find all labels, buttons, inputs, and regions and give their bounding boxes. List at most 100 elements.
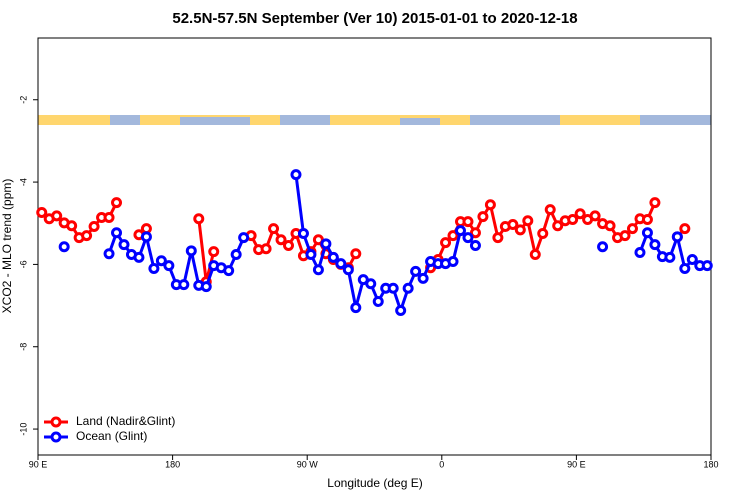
- data-point: [350, 248, 362, 260]
- data-point: [634, 246, 646, 258]
- data-point: [537, 228, 549, 240]
- y-tick-label: -10: [18, 423, 28, 436]
- data-point: [36, 207, 48, 219]
- y-tick-label: -8: [18, 343, 28, 351]
- x-tick-label: 90 E: [567, 459, 586, 469]
- data-point: [327, 251, 339, 263]
- data-point: [701, 260, 713, 272]
- y-tick-label: -4: [18, 178, 28, 186]
- data-point: [552, 220, 564, 232]
- data-point: [365, 278, 377, 290]
- legend-marker: [50, 416, 62, 428]
- data-point: [58, 241, 70, 253]
- data-point: [649, 197, 661, 209]
- data-point: [484, 199, 496, 211]
- series-line: [107, 229, 246, 289]
- data-point: [492, 232, 504, 244]
- data-point: [163, 260, 175, 272]
- data-point: [66, 220, 78, 232]
- data-point: [88, 221, 100, 233]
- data-point: [679, 263, 691, 275]
- data-point: [529, 249, 541, 261]
- legend-marker: [50, 431, 62, 443]
- data-point: [297, 228, 309, 240]
- data-point: [350, 302, 362, 314]
- data-point: [81, 230, 93, 242]
- chart-title: 52.5N-57.5N September (Ver 10) 2015-01-0…: [172, 10, 577, 27]
- x-axis-label: Longitude (deg E): [327, 476, 422, 490]
- data-point: [335, 258, 347, 270]
- data-point: [118, 239, 130, 251]
- data-point: [193, 213, 205, 225]
- data-point: [447, 256, 459, 268]
- data-point: [178, 279, 190, 291]
- data-point: [597, 241, 609, 253]
- data-point: [320, 238, 332, 250]
- data-point: [268, 223, 280, 235]
- data-point: [103, 248, 115, 260]
- data-point: [514, 224, 526, 236]
- plot-frame: [37, 37, 712, 456]
- data-point: [208, 246, 220, 258]
- data-point: [589, 210, 601, 222]
- data-point: [641, 227, 653, 239]
- data-point: [410, 265, 422, 277]
- data-point: [200, 281, 212, 293]
- x-tick-label: 0: [439, 459, 444, 469]
- y-axis-label: XCO2 - MLO trend (ppm): [0, 179, 14, 314]
- data-point: [283, 239, 295, 251]
- y-tick-label: -6: [18, 260, 28, 268]
- data-point: [51, 210, 63, 222]
- data-point: [260, 243, 272, 255]
- data-point: [155, 255, 167, 267]
- data-point: [372, 295, 384, 307]
- data-point: [477, 211, 489, 223]
- data-point: [686, 253, 698, 265]
- data-point: [111, 227, 123, 239]
- data-point: [567, 214, 579, 226]
- data-point: [133, 251, 145, 263]
- y-tick-label: -2: [18, 96, 28, 104]
- data-point: [671, 231, 683, 243]
- data-point: [544, 204, 556, 216]
- data-point: [664, 251, 676, 263]
- x-tick-label: 90 W: [297, 459, 319, 469]
- data-point: [305, 249, 317, 261]
- data-point: [454, 225, 466, 237]
- data-point: [148, 263, 160, 275]
- data-point: [238, 232, 250, 244]
- x-tick-label: 180: [703, 459, 718, 469]
- data-point: [679, 223, 691, 235]
- land-mask-strip: [38, 115, 711, 125]
- data-point: [626, 223, 638, 235]
- data-point: [140, 231, 152, 243]
- data-point: [619, 230, 631, 242]
- data-point: [417, 272, 429, 284]
- data-point: [469, 239, 481, 251]
- data-point: [649, 239, 661, 251]
- data-point: [230, 249, 242, 261]
- data-point: [275, 234, 287, 246]
- data-point: [462, 216, 474, 228]
- data-point: [507, 218, 519, 230]
- data-point: [440, 237, 452, 249]
- data-point: [387, 282, 399, 294]
- x-tick-label: 90 E: [29, 459, 48, 469]
- legend-label: Land (Nadir&Glint): [76, 414, 175, 428]
- data-point: [223, 265, 235, 277]
- data-point: [641, 214, 653, 226]
- data-point: [185, 245, 197, 257]
- data-point: [312, 264, 324, 276]
- data-point: [574, 208, 586, 220]
- data-point: [103, 211, 115, 223]
- data-point: [462, 232, 474, 244]
- data-point: [604, 220, 616, 232]
- data-point: [522, 215, 534, 227]
- x-tick-label: 180: [165, 459, 180, 469]
- data-point: [402, 282, 414, 294]
- legend-label: Ocean (Glint): [76, 429, 147, 443]
- data-point: [469, 227, 481, 239]
- data-point: [342, 264, 354, 276]
- data-point: [290, 169, 302, 181]
